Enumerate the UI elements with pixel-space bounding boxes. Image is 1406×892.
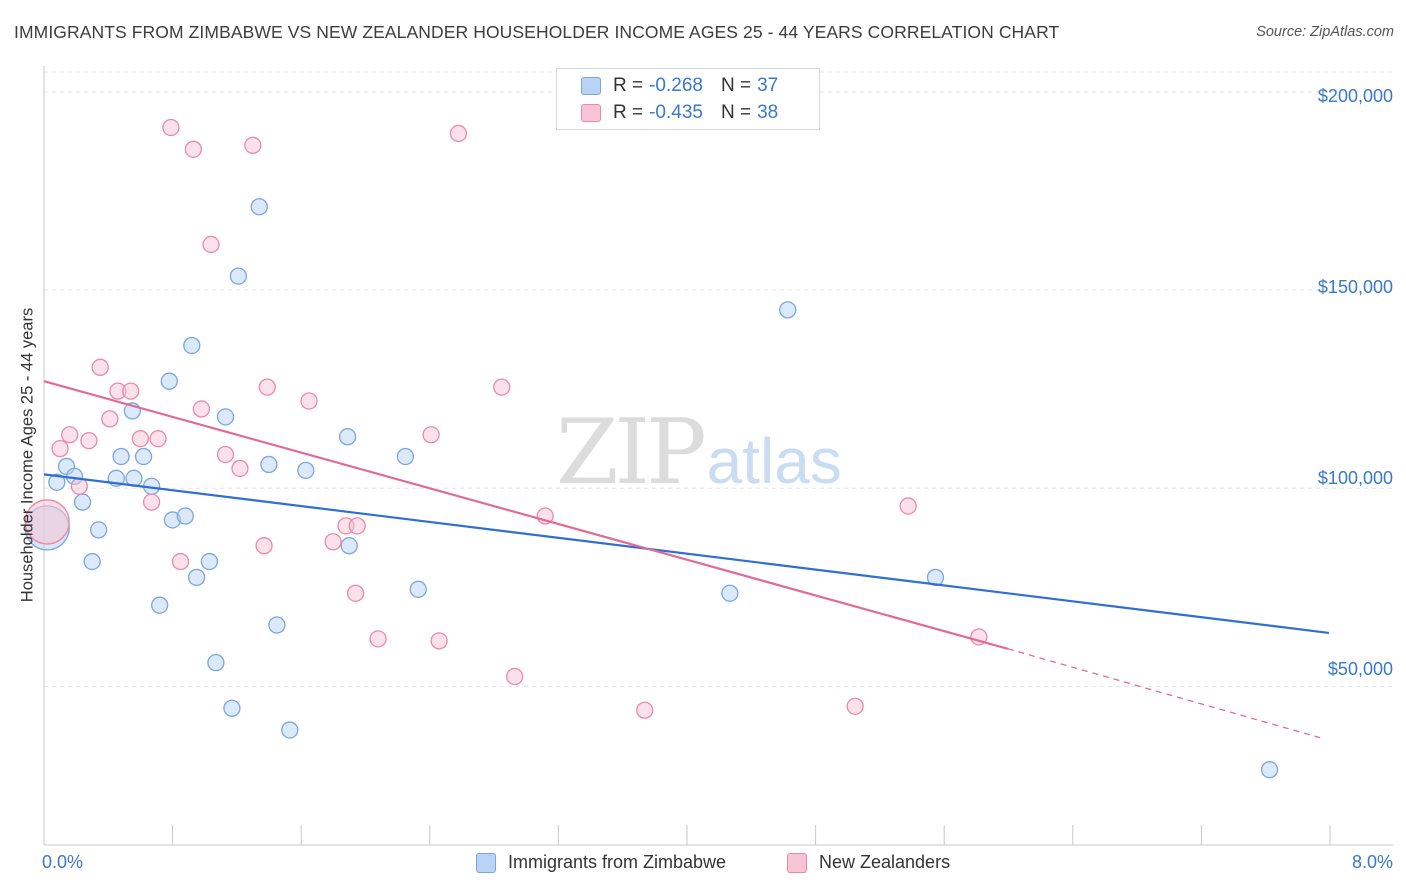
nz-point: [231, 459, 249, 478]
zimbabwe-point: [338, 428, 357, 446]
nz-point: [300, 392, 318, 410]
zimbabwe-point: [223, 699, 241, 717]
nz-point: [244, 136, 262, 154]
legend-r-label: R =: [613, 102, 644, 123]
nz-point: [324, 533, 342, 551]
nz-point: [369, 630, 387, 648]
nz-point: [142, 493, 161, 511]
y-tick-label-100000: $100,000: [1317, 468, 1393, 488]
series-legend: Immigrants from Zimbabwe New Zealanders: [0, 852, 1406, 876]
nz-point: [636, 701, 654, 719]
legend-n-value: 38: [757, 102, 779, 123]
zimbabwe-trend-line: [43, 473, 1330, 635]
series-swatch-blue: [476, 852, 496, 873]
zimbabwe-point: [779, 301, 797, 319]
nz-point: [171, 552, 190, 571]
zimbabwe-point: [183, 336, 201, 355]
nz-trend-line-extension: [1007, 648, 1322, 739]
zimbabwe-point: [268, 616, 286, 634]
nz-point: [846, 697, 864, 715]
nz-point: [122, 382, 140, 400]
nz-point: [258, 378, 276, 396]
series-legend-item-zimbabwe[interactable]: Immigrants from Zimbabwe: [476, 852, 726, 873]
nz-point: [184, 140, 203, 158]
legend-n-value: 37: [757, 75, 779, 96]
nz-point: [24, 499, 70, 545]
stats-legend: R = -0.268 N = 37 R = -0.435 N = 38: [556, 68, 820, 130]
zimbabwe-point: [297, 461, 315, 480]
zimbabwe-point: [396, 447, 415, 466]
nz-point: [101, 410, 119, 428]
axis-layer: [43, 66, 1393, 846]
nz-point: [70, 477, 88, 495]
zimbabwe-point: [73, 493, 92, 511]
stats-legend-row-zimbabwe: R = -0.268 N = 37: [581, 74, 778, 98]
zimbabwe-point: [250, 198, 268, 216]
series-legend-label: Immigrants from Zimbabwe: [508, 852, 727, 872]
nz-point: [149, 430, 167, 448]
zimbabwe-point: [150, 596, 169, 614]
nz-point: [91, 358, 109, 376]
zimbabwe-point: [229, 267, 248, 285]
nz-point: [449, 124, 468, 143]
zimbabwe-point: [216, 408, 235, 426]
zimbabwe-point: [83, 552, 101, 571]
nz-point: [430, 632, 448, 650]
nz-point: [192, 400, 211, 418]
y-axis-label: Householder Income Ages 25 - 44 years: [18, 307, 37, 603]
legend-swatch-pink: [581, 104, 601, 122]
zimbabwe-point: [176, 507, 195, 525]
nz-point: [493, 378, 511, 396]
chart-source: Source: ZipAtlas.com: [1256, 24, 1394, 40]
series-legend-item-nz[interactable]: New Zealanders: [787, 852, 950, 873]
zimbabwe-point: [134, 447, 153, 466]
stats-legend-row-nz: R = -0.435 N = 38: [581, 101, 778, 125]
zimbabwe-point: [409, 580, 427, 598]
zimbabwe-point: [1260, 761, 1279, 779]
nz-point: [346, 584, 365, 602]
zimbabwe-point: [281, 721, 299, 739]
legend-swatch-blue: [581, 77, 601, 95]
nz-point: [131, 430, 150, 448]
nz-point: [216, 445, 235, 464]
zimbabwe-point: [207, 654, 225, 672]
legend-r-value: -0.268: [649, 75, 703, 96]
zimbabwe-point: [260, 455, 278, 474]
grid-layer: [44, 71, 1393, 687]
x-tick-label-min: 0.0%: [42, 852, 84, 872]
y-tick-label-150000: $150,000: [1317, 277, 1393, 297]
zimbabwe-point: [160, 372, 178, 390]
points-layer: [24, 118, 1279, 779]
zimbabwe-point: [89, 521, 108, 539]
legend-n-label: N =: [720, 102, 752, 123]
nz-trend-line: [43, 380, 1009, 650]
y-tick-label-50000: $50,000: [1327, 659, 1393, 679]
zimbabwe-point: [48, 473, 66, 491]
chart-title: IMMIGRANTS FROM ZIMBABWE VS NEW ZEALANDE…: [14, 22, 1060, 42]
nz-point: [162, 118, 180, 137]
nz-point: [61, 426, 79, 444]
zimbabwe-point: [187, 568, 206, 587]
x-tick-label-max: 8.0%: [1351, 852, 1393, 872]
legend-r-label: R =: [613, 75, 644, 96]
y-tick-label-200000: $200,000: [1317, 86, 1393, 106]
nz-point: [422, 426, 440, 444]
nz-point: [255, 537, 273, 555]
nz-point: [899, 497, 917, 515]
nz-point: [505, 667, 524, 686]
zimbabwe-point: [721, 584, 739, 602]
legend-r-value: -0.435: [649, 102, 703, 123]
nz-point: [80, 432, 98, 450]
zimbabwe-point: [340, 537, 358, 555]
legend-n-label: N =: [720, 75, 752, 96]
nz-point: [51, 439, 69, 458]
nz-point: [348, 517, 366, 535]
series-swatch-pink: [787, 852, 807, 873]
nz-point: [202, 235, 220, 254]
series-legend-label: New Zealanders: [819, 852, 951, 872]
zimbabwe-point: [112, 447, 130, 466]
zimbabwe-point: [200, 552, 219, 571]
trend-layer: [43, 380, 1330, 739]
